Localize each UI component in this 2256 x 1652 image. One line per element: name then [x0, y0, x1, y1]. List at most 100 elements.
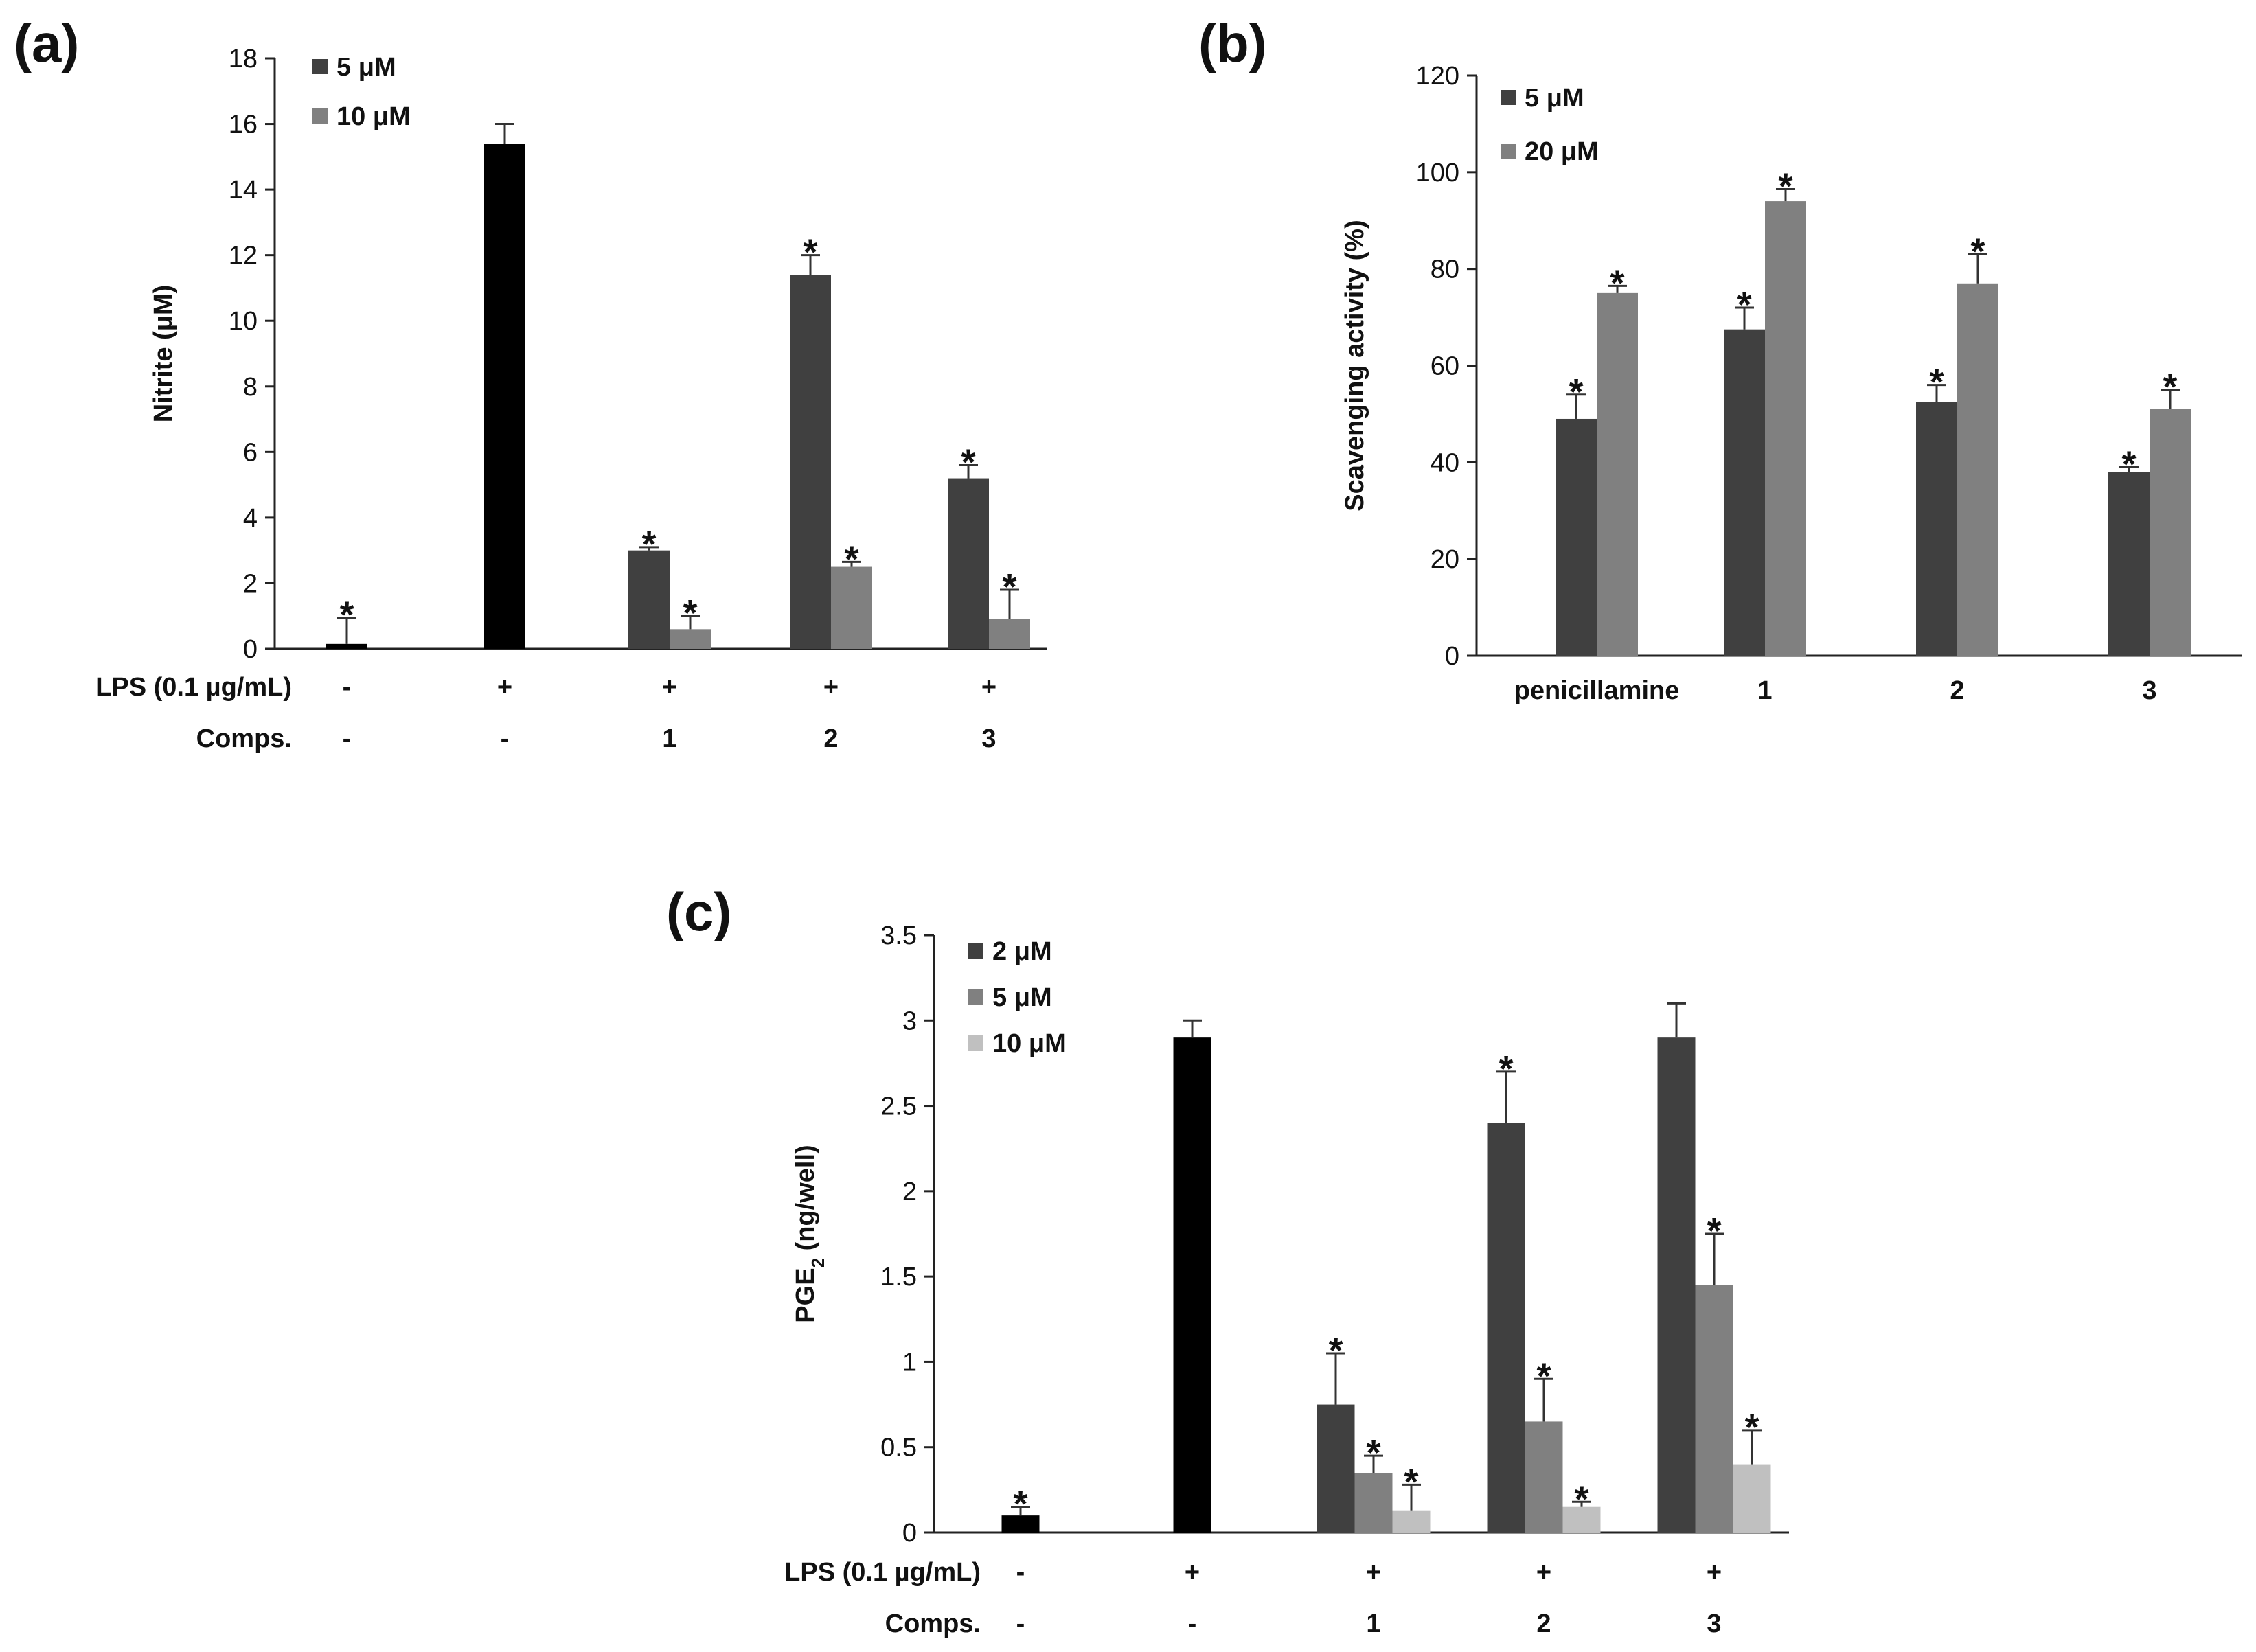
significance-star: * — [2121, 444, 2136, 485]
bar — [1392, 1510, 1431, 1533]
legend-label: 5 μM — [992, 983, 1052, 1012]
bar — [1657, 1037, 1696, 1533]
bar — [1695, 1285, 1733, 1533]
y-axis-title-subscript: 2 — [808, 1258, 828, 1267]
panel-label-b: (b) — [1198, 13, 1267, 73]
y-tick-label: 10 — [229, 307, 258, 336]
significance-star: * — [1328, 1330, 1343, 1371]
treatment-row-value: 1 — [1366, 1609, 1380, 1638]
significance-star: * — [803, 232, 817, 273]
treatment-row-label: Comps. — [885, 1609, 981, 1638]
significance-star: * — [1366, 1432, 1380, 1473]
bar — [1562, 1506, 1601, 1533]
bar — [484, 144, 525, 649]
y-tick-label: 12 — [229, 242, 258, 271]
treatment-row-value: 3 — [1707, 1609, 1721, 1638]
y-tick-label: 14 — [229, 176, 258, 205]
treatment-row-value: 3 — [981, 724, 996, 753]
legend-label: 5 μM — [1525, 84, 1584, 113]
y-tick-label: 6 — [243, 438, 258, 467]
bar — [2108, 472, 2150, 656]
y-axis-title: PGE2 (ng/well) — [791, 1145, 828, 1322]
y-tick-label: 1.5 — [880, 1263, 917, 1292]
treatment-row-value: - — [1016, 1558, 1025, 1587]
bar — [628, 550, 670, 649]
significance-star: * — [683, 593, 697, 634]
legend-swatch — [968, 1035, 983, 1051]
treatment-row-value: 2 — [1536, 1609, 1551, 1638]
significance-star: * — [339, 595, 354, 636]
legend-label: 2 μM — [992, 937, 1052, 966]
significance-star: * — [1013, 1484, 1027, 1525]
significance-star: * — [1610, 262, 1624, 303]
y-tick-label: 8 — [243, 373, 258, 402]
treatment-row-value: - — [1016, 1609, 1025, 1638]
y-tick-label: 0 — [902, 1519, 917, 1548]
significance-star: * — [641, 524, 656, 565]
treatment-row-value: - — [1188, 1609, 1197, 1638]
bar — [1354, 1473, 1393, 1533]
treatment-row-value: + — [981, 673, 996, 702]
y-tick-label: 40 — [1431, 448, 1459, 477]
bar — [670, 629, 711, 649]
treatment-row-value: + — [1366, 1558, 1381, 1587]
legend-swatch — [312, 108, 328, 124]
bar — [1556, 418, 1597, 656]
y-tick-label: 18 — [229, 45, 258, 73]
significance-star: * — [1707, 1211, 1721, 1252]
treatment-row-value: + — [1707, 1558, 1722, 1587]
y-axis-title-tail: (ng/well) — [791, 1145, 820, 1258]
y-tick-label: 2 — [902, 1178, 917, 1206]
treatment-row-value: + — [497, 673, 512, 702]
treatment-row-value: + — [1536, 1558, 1551, 1587]
bar — [948, 478, 989, 649]
treatment-row-value: 2 — [823, 724, 838, 753]
significance-star: * — [1970, 231, 1985, 273]
significance-star: * — [1002, 566, 1016, 608]
significance-star: * — [1737, 284, 1751, 325]
y-tick-label: 0 — [243, 635, 258, 664]
bar — [1487, 1123, 1525, 1533]
legend-swatch — [968, 989, 983, 1005]
treatment-row-value: + — [823, 673, 839, 702]
legend-label: 10 μM — [992, 1029, 1067, 1058]
y-tick-label: 100 — [1416, 159, 1459, 187]
significance-star: * — [1536, 1355, 1551, 1397]
y-tick-label: 2 — [243, 569, 258, 598]
bar — [1733, 1464, 1771, 1533]
treatment-row-label: LPS (0.1 µg/mL) — [95, 673, 292, 702]
treatment-row-value: - — [343, 673, 352, 702]
y-tick-label: 16 — [229, 111, 258, 139]
bar — [1173, 1037, 1211, 1533]
bar — [1765, 201, 1806, 656]
legend-label: 10 μM — [337, 102, 411, 131]
bar — [1597, 292, 1638, 656]
legend-swatch — [1501, 144, 1516, 159]
panel-b: (b) 0 20 40 60 80 100 120 Scavenging activity (%… — [1198, 13, 2242, 705]
y-tick-label: 1 — [902, 1348, 917, 1377]
y-axis-title: Scavenging activity (%) — [1341, 220, 1369, 511]
y-tick-label: 120 — [1416, 62, 1459, 91]
significance-star: * — [844, 538, 858, 580]
significance-star: * — [1569, 371, 1583, 413]
treatment-row-value: - — [501, 724, 510, 753]
significance-star: * — [1929, 362, 1944, 403]
treatment-row-label: Comps. — [196, 724, 292, 753]
significance-star: * — [1778, 165, 1792, 207]
y-tick-label: 3 — [902, 1007, 917, 1035]
significance-star: * — [1574, 1478, 1588, 1519]
panel-c: (c) 0 0.5 1 1.5 2 2.5 3 3.5 PGE2 (ng/well) * * * * * * *… — [666, 882, 1789, 1638]
y-tick-label: 3.5 — [880, 921, 917, 950]
bar — [1916, 402, 1957, 656]
bar — [1001, 1515, 1040, 1533]
legend-swatch — [312, 59, 328, 74]
treatment-row-value: - — [343, 724, 352, 753]
treatment-row-value: + — [662, 673, 677, 702]
bar — [1724, 329, 1765, 656]
y-axis-title: Nitrite (μM) — [149, 285, 178, 423]
x-category-label: penicillamine — [1514, 676, 1680, 705]
significance-star: * — [961, 441, 975, 483]
significance-star: * — [1744, 1407, 1759, 1448]
y-tick-label: 0 — [1445, 642, 1459, 671]
